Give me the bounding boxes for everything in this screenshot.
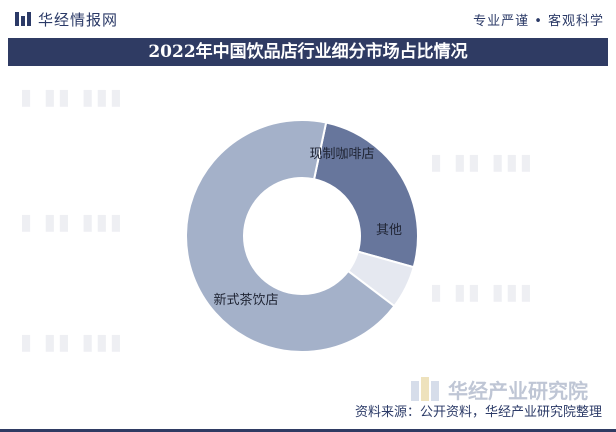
slice-label-1: 其他 (376, 223, 402, 238)
slogan: 专业严谨 • 客观科学 (473, 14, 604, 29)
source-note: 资料来源：公开资料，华经产业研究院整理 (354, 405, 602, 420)
top-bar: 华经情报网 专业严谨 • 客观科学 (0, 0, 616, 38)
chart-title: 2022年中国饮品店行业细分市场占比情况 (8, 38, 608, 66)
brand-name: 华经情报网 (38, 10, 119, 29)
slice-label-2: 新式茶饮店 (213, 292, 278, 308)
pie-slice-0 (312, 121, 419, 269)
footer-logo-icon (411, 376, 439, 401)
footer-logo-text: 华经产业研究院 (448, 379, 588, 403)
pie-slice-2 (185, 119, 396, 353)
slice-label-0: 现制咖啡店 (309, 147, 374, 162)
footer-logo: 华经产业研究院 (410, 375, 588, 404)
brand: 华经情报网 (14, 9, 118, 29)
bottom-divider (0, 429, 616, 432)
brand-logo-icon (15, 12, 31, 26)
